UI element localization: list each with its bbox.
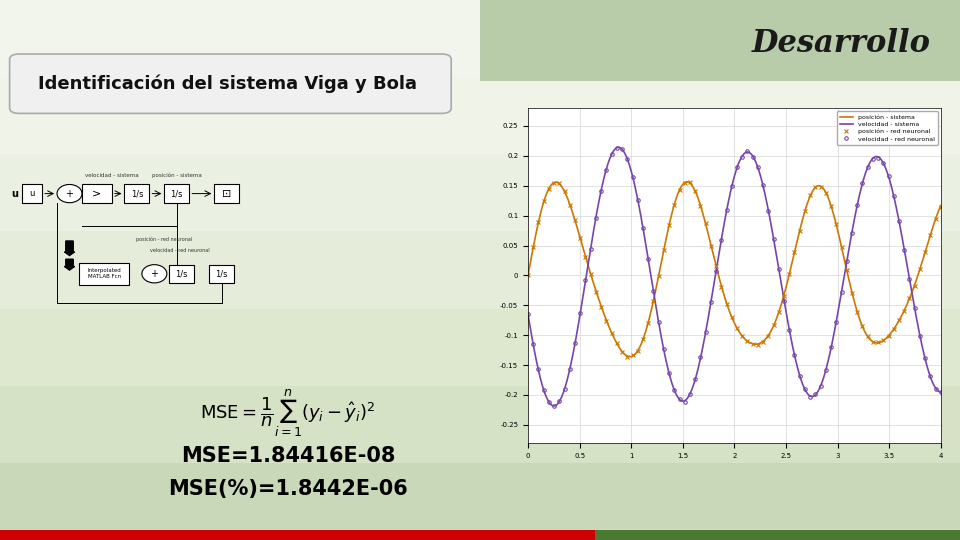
Line: posición - red neuronal: posición - red neuronal [525, 179, 944, 359]
Text: ⊡: ⊡ [222, 188, 231, 199]
Text: +: + [151, 269, 158, 279]
posición - red neuronal [522, 272, 534, 278]
velocidad - red neuronal [815, 383, 827, 390]
velocidad - red neuronal [548, 403, 560, 409]
posición - sistema [747, 341, 758, 347]
FancyBboxPatch shape [10, 54, 451, 113]
velocidad - sistema [723, 199, 734, 206]
FancyArrow shape [64, 241, 75, 255]
Bar [169, 265, 194, 283]
Text: 1/s: 1/s [176, 269, 188, 278]
Bar [80, 263, 130, 285]
Bar [0, 463, 960, 540]
Text: posición - sistema: posición - sistema [152, 173, 202, 178]
velocidad - red neuronal [715, 237, 727, 244]
posición - red neuronal [815, 184, 827, 190]
Bar [480, 0, 960, 81]
posición - red neuronal [621, 354, 633, 360]
velocidad - red neuronal [935, 388, 947, 395]
posición - red neuronal [799, 207, 810, 214]
Line: velocidad - red neuronal: velocidad - red neuronal [526, 146, 943, 408]
posición - sistema [935, 202, 947, 209]
Text: velocidad - red neuronal: velocidad - red neuronal [150, 248, 209, 253]
Text: 1/s: 1/s [131, 189, 143, 198]
Bar [0, 308, 960, 386]
posición - red neuronal [715, 284, 727, 291]
Text: u: u [12, 188, 18, 199]
Text: Interpolated
MATLAB Fcn: Interpolated MATLAB Fcn [87, 268, 121, 279]
Text: velocidad - sistema: velocidad - sistema [85, 173, 139, 178]
velocidad - sistema [612, 144, 624, 151]
Legend: posición - sistema, velocidad - sistema, posición - red neuronal, velocidad - re: posición - sistema, velocidad - sistema,… [837, 111, 938, 145]
velocidad - sistema [548, 403, 560, 409]
velocidad - sistema [747, 153, 758, 160]
velocidad - red neuronal [779, 297, 790, 303]
posición - sistema [720, 298, 732, 304]
Bar [0, 77, 960, 154]
Circle shape [57, 185, 82, 202]
posición - red neuronal [783, 271, 795, 278]
Bar [214, 185, 239, 202]
Text: 1/s: 1/s [171, 189, 183, 198]
velocidad - sistema [522, 311, 534, 318]
posición - sistema [522, 272, 534, 279]
velocidad - red neuronal [612, 144, 623, 151]
posición - red neuronal [779, 293, 790, 299]
Text: u: u [30, 189, 35, 198]
posición - sistema [770, 319, 781, 325]
Text: MSE=1.84416E-08: MSE=1.84416E-08 [180, 446, 396, 467]
posición - red neuronal [684, 179, 696, 185]
Text: >: > [92, 188, 102, 199]
velocidad - sistema [720, 212, 732, 219]
Bar [0, 154, 960, 232]
Bar [595, 530, 960, 540]
Text: MSE(%)=1.8442E-06: MSE(%)=1.8442E-06 [168, 478, 408, 499]
Bar [164, 185, 189, 202]
Text: Desarrollo: Desarrollo [753, 28, 931, 59]
velocidad - sistema [770, 246, 781, 252]
FancyArrow shape [64, 259, 75, 270]
posición - sistema [862, 334, 874, 340]
posición - sistema [723, 305, 734, 311]
Circle shape [142, 265, 167, 283]
Bar [209, 265, 234, 283]
Text: 1/s: 1/s [215, 269, 228, 278]
Line: velocidad - sistema: velocidad - sistema [528, 147, 941, 406]
Bar [0, 530, 595, 540]
velocidad - red neuronal [899, 246, 910, 253]
Text: posición - red neuronal: posición - red neuronal [136, 237, 192, 242]
Text: +: + [65, 188, 74, 199]
velocidad - sistema [935, 389, 947, 395]
Text: $\mathrm{MSE} = \dfrac{1}{n}\sum_{i=1}^{n}(y_i - \hat{y}_i)^2$: $\mathrm{MSE} = \dfrac{1}{n}\sum_{i=1}^{… [201, 387, 375, 439]
posición - sistema [681, 179, 692, 185]
Text: Identificación del sistema Viga y Bola: Identificación del sistema Viga y Bola [38, 75, 418, 93]
Bar [82, 185, 112, 202]
posición - red neuronal [899, 307, 910, 314]
posición - sistema [624, 353, 636, 360]
Bar [0, 386, 960, 463]
Bar [22, 185, 42, 202]
velocidad - sistema [926, 379, 938, 386]
velocidad - red neuronal [783, 327, 795, 334]
Bar [125, 185, 150, 202]
velocidad - red neuronal [522, 311, 534, 318]
posición - sistema [926, 225, 938, 231]
Bar [0, 0, 960, 77]
Bar [0, 232, 960, 308]
velocidad - red neuronal [799, 386, 810, 393]
posición - red neuronal [935, 204, 947, 210]
velocidad - sistema [862, 163, 874, 170]
Line: posición - sistema: posición - sistema [528, 182, 941, 356]
